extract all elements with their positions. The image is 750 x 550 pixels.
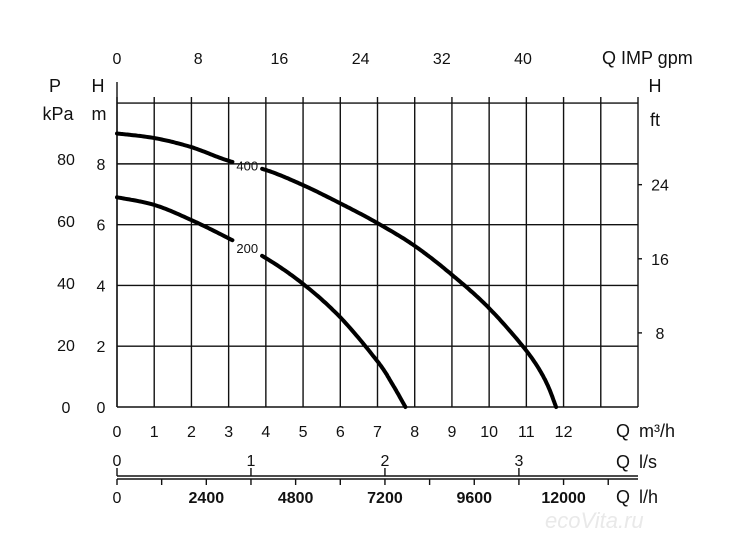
y-ft-tick-label: 24 [651, 178, 669, 195]
grid [116, 82, 642, 485]
x-tick-label: 9 [447, 424, 456, 441]
x-top-tick-label: 40 [514, 51, 532, 68]
axis-labels: P kPa H m H ft Q IMP gpm Q m³/h Q l/s Q … [42, 48, 692, 507]
curve-400-segment [115, 131, 235, 164]
x-ls-tick-label: 1 [247, 453, 256, 470]
y-ft-tick-label: 8 [656, 326, 665, 343]
x-top-tick-label: 24 [352, 51, 370, 68]
y-label-h-right: H [649, 76, 662, 96]
y-kpa-tick-label: 60 [57, 214, 75, 231]
x-label-q-m3h: Q [616, 421, 630, 441]
y-label-h-left: H [92, 76, 105, 96]
x-label-m3h: m³/h [639, 421, 675, 441]
y-label-ft: ft [650, 110, 660, 130]
x-tick-label: 10 [480, 424, 498, 441]
x-tick-label: 6 [336, 424, 345, 441]
x-tick-label: 12 [555, 424, 573, 441]
x-tick-label: 0 [113, 424, 122, 441]
x-ls-tick-label: 2 [380, 453, 389, 470]
y-label-kpa: kPa [42, 104, 74, 124]
y-m-tick-label: 8 [97, 157, 106, 174]
x-label-q-ls: Q [616, 452, 630, 472]
tick-labels: 0 1 2 3 4 5 6 7 8 9 10 11 120 8 16 24 32 4002468020406080… [57, 51, 669, 507]
curve-200-segment [260, 253, 408, 409]
y-label-m: m [92, 104, 107, 124]
x-label-q-lh: Q [616, 487, 630, 507]
y-kpa-tick-label: 0 [62, 400, 71, 417]
x-top-tick-label: 16 [271, 51, 289, 68]
x-tick-label: 5 [299, 424, 308, 441]
x-lh-tick-label: 2400 [189, 490, 225, 507]
x-label-lh: l/h [639, 487, 658, 507]
curve-label-200: 200 [236, 241, 258, 256]
x-lh-tick-label: 7200 [367, 490, 403, 507]
x-lh-tick-label: 0 [113, 490, 122, 507]
y-kpa-tick-label: 40 [57, 276, 75, 293]
x-lh-tick-label: 9600 [456, 490, 492, 507]
x-tick-label: 3 [224, 424, 233, 441]
x-top-tick-label: 8 [194, 51, 203, 68]
y-m-tick-label: 2 [97, 339, 106, 356]
watermark: ecoVita.ru [545, 508, 644, 533]
y-kpa-tick-label: 80 [57, 152, 75, 169]
x-tick-label: 2 [187, 424, 196, 441]
x-tick-label: 1 [150, 424, 159, 441]
y-m-tick-label: 0 [97, 400, 106, 417]
x-label-ls: l/s [639, 452, 657, 472]
curve-400-segment [260, 166, 559, 409]
x-top-tick-label: 0 [113, 51, 122, 68]
x-lh-tick-label: 12000 [541, 490, 586, 507]
y-m-tick-label: 4 [97, 278, 106, 295]
x-top-label: Q IMP gpm [602, 48, 693, 68]
y-label-p: P [49, 76, 61, 96]
y-m-tick-label: 6 [97, 218, 106, 235]
x-ls-tick-label: 0 [113, 453, 122, 470]
x-ls-tick-label: 3 [514, 453, 523, 470]
x-lh-tick-label: 4800 [278, 490, 314, 507]
y-ft-tick-label: 16 [651, 252, 669, 269]
x-tick-label: 4 [261, 424, 270, 441]
curve-200-segment [115, 195, 235, 243]
x-tick-label: 11 [518, 424, 535, 441]
curve-label-400: 400 [236, 158, 258, 173]
x-tick-label: 7 [373, 424, 382, 441]
x-tick-label: 8 [410, 424, 419, 441]
y-kpa-tick-label: 20 [57, 338, 75, 355]
performance-curves: 400 200 [115, 131, 559, 409]
x-top-tick-label: 32 [433, 51, 451, 68]
